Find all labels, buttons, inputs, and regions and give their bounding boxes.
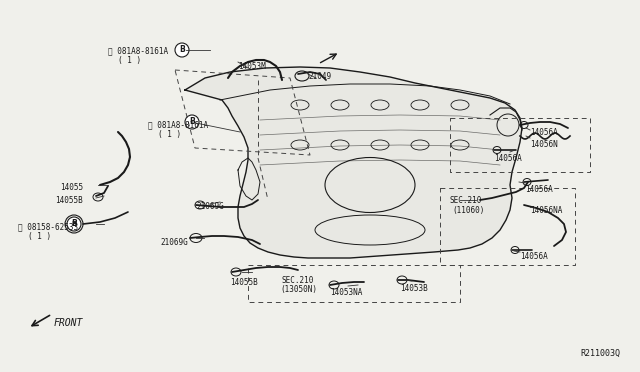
Polygon shape (185, 67, 522, 258)
Text: B: B (179, 45, 185, 55)
Text: Ⓑ 08158-62533: Ⓑ 08158-62533 (18, 222, 78, 231)
Text: B: B (71, 219, 77, 228)
Text: FRONT: FRONT (54, 318, 83, 328)
Circle shape (185, 115, 199, 129)
Text: ( 1 ): ( 1 ) (118, 56, 141, 65)
Text: 14055B: 14055B (230, 278, 258, 287)
Text: 14056A: 14056A (494, 154, 522, 163)
Text: (13050N): (13050N) (280, 285, 317, 294)
Text: SEC.210: SEC.210 (282, 276, 314, 285)
Text: 14056N: 14056N (530, 140, 557, 149)
Text: SEC.210: SEC.210 (450, 196, 483, 205)
Text: 14056A: 14056A (520, 252, 548, 261)
Text: R211003Q: R211003Q (580, 349, 620, 358)
Text: 14056NA: 14056NA (530, 206, 563, 215)
Text: (11060): (11060) (452, 206, 484, 215)
Circle shape (175, 43, 189, 57)
Circle shape (67, 217, 81, 231)
Text: 21049: 21049 (308, 72, 331, 81)
Text: ( 1 ): ( 1 ) (158, 130, 181, 139)
Text: B: B (189, 118, 195, 126)
Text: B: B (72, 221, 77, 227)
Text: 14056A: 14056A (530, 128, 557, 137)
Text: 21069G: 21069G (196, 202, 224, 211)
Text: 14053NA: 14053NA (330, 288, 362, 297)
Text: 21069G: 21069G (160, 238, 188, 247)
Text: 14055B: 14055B (55, 196, 83, 205)
Text: ( 1 ): ( 1 ) (28, 232, 51, 241)
Text: Ⓑ 081A8-8161A: Ⓑ 081A8-8161A (108, 46, 168, 55)
Text: 14055: 14055 (60, 183, 83, 192)
Text: 14053B: 14053B (400, 284, 428, 293)
Text: Ⓑ 081A8-8161A: Ⓑ 081A8-8161A (148, 120, 208, 129)
Text: 14056A: 14056A (525, 185, 553, 194)
Text: 14053M: 14053M (238, 62, 266, 71)
